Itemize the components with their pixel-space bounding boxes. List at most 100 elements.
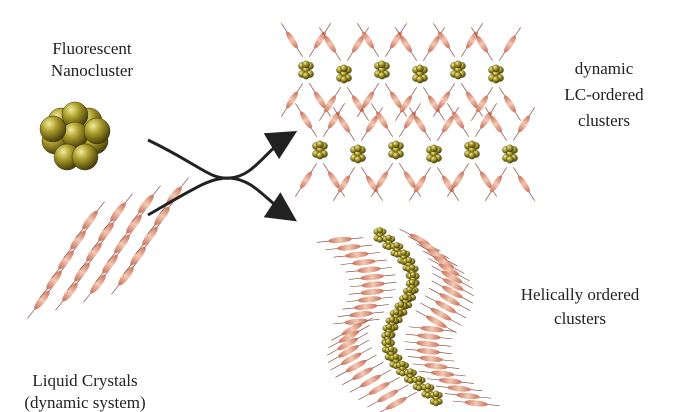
atom — [302, 61, 309, 68]
atom — [354, 145, 361, 152]
atom — [433, 391, 439, 397]
rod — [337, 243, 361, 251]
rod — [298, 110, 314, 130]
atom — [468, 141, 475, 148]
atom — [302, 72, 309, 79]
atom — [316, 152, 323, 159]
rod — [502, 34, 518, 54]
atom — [388, 346, 394, 352]
label: dynamic — [575, 59, 634, 78]
rod — [298, 170, 314, 190]
label: Liquid Crystals — [32, 371, 137, 390]
label: (dynamic system) — [24, 393, 145, 412]
atom — [506, 156, 513, 163]
atom — [454, 72, 461, 79]
atom — [377, 237, 383, 243]
atom — [386, 235, 392, 241]
label: clusters — [554, 309, 606, 328]
atom — [454, 61, 461, 68]
rod — [336, 114, 352, 134]
atom — [385, 339, 391, 345]
rod — [412, 114, 428, 134]
atom — [416, 376, 422, 382]
rod — [32, 289, 52, 312]
atom — [393, 354, 399, 360]
rod — [456, 392, 480, 400]
rod — [416, 347, 440, 355]
rod — [96, 221, 116, 244]
rod — [417, 332, 441, 340]
rod — [360, 273, 384, 281]
rod — [44, 269, 64, 292]
atom — [430, 145, 437, 152]
rod — [345, 251, 369, 259]
rod — [284, 30, 300, 50]
label: Nanocluster — [51, 61, 133, 80]
atom — [409, 265, 415, 271]
rod — [431, 369, 455, 377]
rod — [450, 170, 466, 190]
atom — [492, 76, 499, 83]
rod — [416, 340, 440, 348]
atom — [506, 145, 513, 152]
rod — [80, 209, 100, 232]
atom — [403, 294, 409, 300]
atom — [407, 287, 413, 293]
atom — [416, 65, 423, 72]
rod — [354, 303, 378, 311]
atom — [407, 378, 413, 384]
rod — [438, 377, 462, 385]
rod — [88, 273, 108, 296]
rod — [516, 174, 532, 194]
atom — [433, 400, 439, 406]
atom — [40, 116, 66, 142]
atom — [72, 144, 98, 170]
rod — [56, 249, 76, 272]
rod — [328, 236, 352, 244]
rod — [374, 170, 390, 190]
rod — [112, 233, 132, 256]
rod — [68, 229, 88, 252]
rod — [140, 225, 160, 248]
atom — [401, 250, 407, 256]
label: clusters — [578, 111, 630, 130]
rod — [349, 310, 373, 318]
atom — [392, 152, 399, 159]
rod — [360, 288, 384, 296]
rod — [60, 281, 80, 304]
rod — [464, 399, 488, 407]
rod — [398, 34, 414, 54]
rod — [352, 258, 376, 266]
atom — [340, 76, 347, 83]
atom — [416, 385, 422, 391]
rod — [116, 265, 136, 288]
label: Fluorescent — [52, 39, 132, 58]
atom — [409, 279, 415, 285]
rod — [361, 280, 385, 288]
atom — [410, 272, 416, 278]
atom — [378, 61, 385, 68]
label: Helically ordered — [521, 285, 640, 304]
rod — [124, 213, 144, 236]
atom — [400, 361, 406, 367]
atom — [84, 118, 110, 144]
atom — [430, 156, 437, 163]
atom — [316, 141, 323, 148]
rod — [357, 266, 381, 274]
atom — [385, 331, 391, 337]
atom — [389, 317, 395, 323]
atom — [406, 257, 412, 263]
rod — [502, 94, 518, 114]
atom — [492, 65, 499, 72]
rod — [72, 261, 92, 284]
illustration — [27, 23, 534, 412]
rod — [447, 384, 471, 392]
rod — [424, 362, 448, 370]
rod — [419, 355, 443, 363]
atom — [392, 141, 399, 148]
atom — [354, 156, 361, 163]
rod — [128, 245, 148, 268]
arrow — [148, 134, 292, 178]
atom — [407, 368, 413, 374]
atom — [378, 72, 385, 79]
